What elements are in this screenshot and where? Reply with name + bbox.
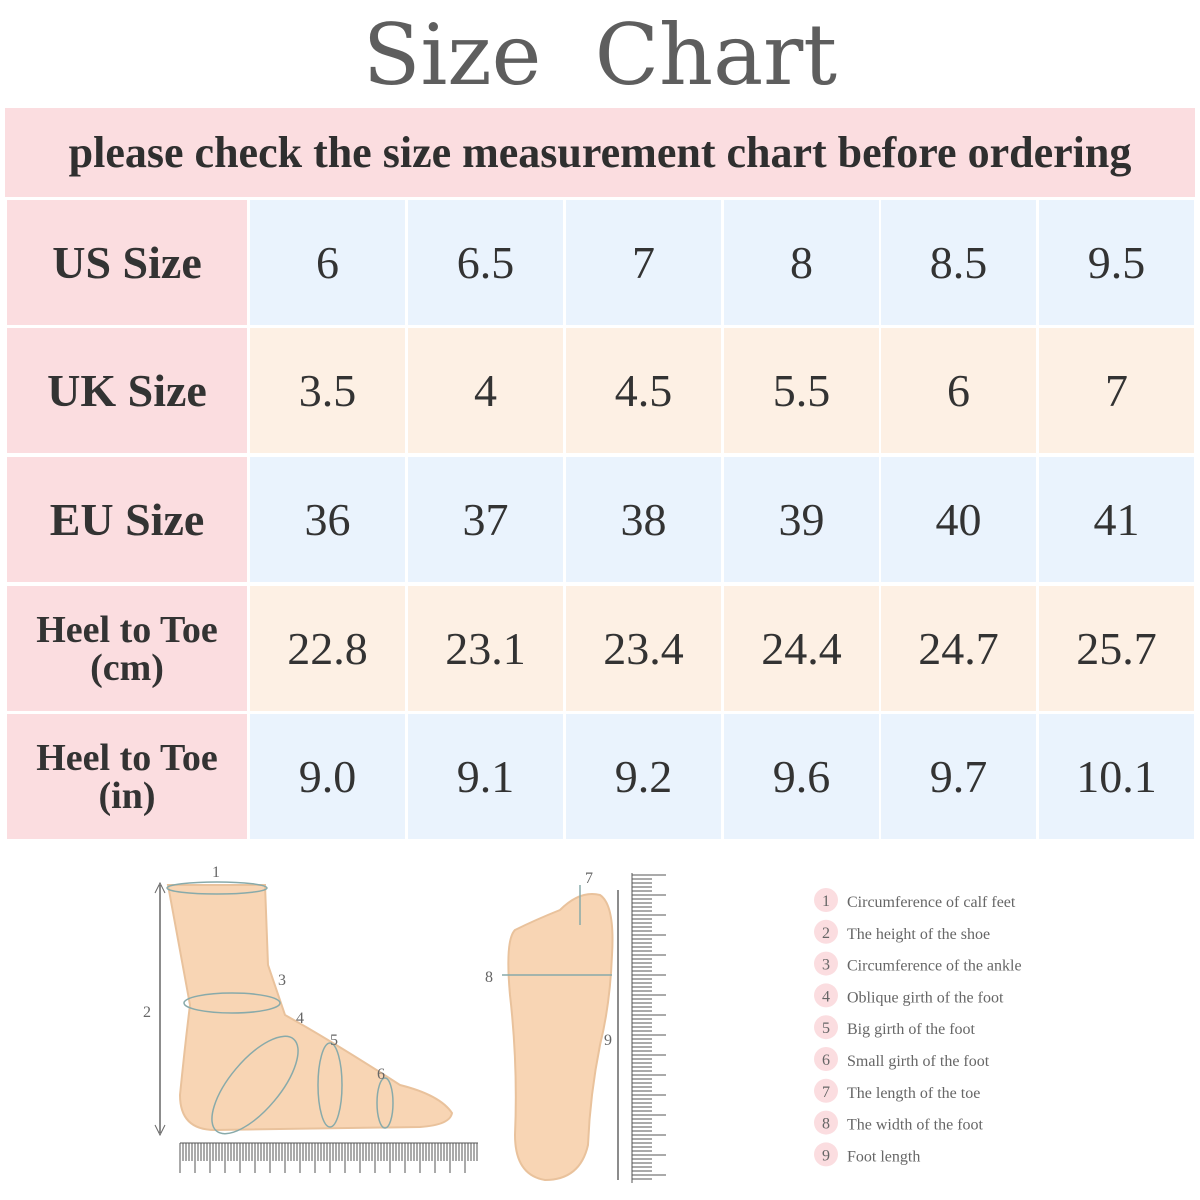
diagram-label: 4	[296, 1010, 304, 1027]
diagram-label: 1	[212, 864, 220, 881]
table-cell: 9.6	[724, 714, 879, 839]
diagram-label: 8	[485, 969, 493, 986]
legend-badge	[814, 983, 838, 1008]
legend-badge	[814, 1015, 838, 1040]
table-cell: 4.5	[566, 328, 721, 453]
table-cell: 9.1	[408, 714, 563, 839]
diagram-label: 5	[330, 1032, 338, 1049]
legend-number: 6	[822, 1052, 830, 1069]
legend-number: 7	[822, 1084, 830, 1101]
legend-badge	[814, 1078, 838, 1103]
legend-badge	[814, 951, 838, 976]
legend-text: Circumference of calf feet	[847, 894, 1016, 911]
table-cell: 10.1	[1039, 714, 1194, 839]
table-cell: 39	[724, 457, 879, 582]
table-cell: 37	[408, 457, 563, 582]
measure-diagram: 1 2 3 4 5 6 7 8 9 1 Circumference of calf feet 2 The…	[143, 864, 1022, 1183]
diagram-label: 2	[143, 1004, 151, 1021]
diagram-label: 3	[278, 972, 286, 989]
table-cell: 9.2	[566, 714, 721, 839]
row-label: US Size	[7, 200, 247, 325]
legend: 1 Circumference of calf feet 2 The height o…	[814, 888, 1022, 1167]
legend-text: The length of the toe	[847, 1085, 980, 1102]
legend-badge	[814, 1110, 838, 1135]
table-cell: 6	[881, 328, 1036, 453]
diagram-label: 7	[585, 870, 593, 887]
legend-text: Circumference of the ankle	[847, 958, 1022, 975]
legend-number: 5	[822, 1020, 830, 1037]
legend-text: Big girth of the foot	[847, 1021, 976, 1038]
legend-number: 8	[822, 1116, 830, 1133]
table-cell: 24.4	[724, 586, 879, 711]
table-cell: 6.5	[408, 200, 563, 325]
table-cell: 22.8	[250, 586, 405, 711]
table-cell: 24.7	[881, 586, 1036, 711]
row-label: EU Size	[7, 457, 247, 582]
legend-badge	[814, 1142, 838, 1167]
table-cell: 8	[724, 200, 879, 325]
table-cell: 7	[1039, 328, 1194, 453]
subtitle: please check the size measurement chart …	[5, 108, 1195, 197]
top-foot	[502, 873, 633, 1183]
diagram-label: 9	[604, 1032, 612, 1049]
legend-badge	[814, 888, 838, 912]
legend-number: 3	[822, 957, 830, 974]
legend-text: Oblique girth of the foot	[847, 989, 1004, 1006]
table-cell: 8.5	[881, 200, 1036, 325]
rulers	[179, 874, 666, 1180]
legend-text: Foot length	[847, 1148, 920, 1165]
side-foot	[154, 881, 478, 1144]
table-cell: 25.7	[1039, 586, 1194, 711]
table-cell: 6	[250, 200, 405, 325]
row-label: Heel to Toe (in)	[7, 714, 247, 839]
table-cell: 38	[566, 457, 721, 582]
table-cell: 5.5	[724, 328, 879, 453]
table-cell: 40	[881, 457, 1036, 582]
legend-number: 9	[822, 1147, 830, 1164]
diagram-label: 6	[377, 1066, 385, 1083]
table-cell: 41	[1039, 457, 1194, 582]
legend-text: The height of the shoe	[847, 926, 990, 943]
title: Size Chart	[362, 6, 838, 104]
legend-number: 2	[822, 925, 830, 942]
table-cell: 9.7	[881, 714, 1036, 839]
table-cell: 7	[566, 200, 721, 325]
legend-number: 4	[822, 988, 830, 1005]
row-label: Heel to Toe (cm)	[7, 586, 247, 711]
table-cell: 3.5	[250, 328, 405, 453]
row-label: UK Size	[7, 328, 247, 453]
table-cell: 23.1	[408, 586, 563, 711]
legend-number: 1	[822, 893, 830, 910]
legend-badge	[814, 919, 838, 944]
legend-text: Small girth of the foot	[847, 1053, 990, 1070]
table-cell: 36	[250, 457, 405, 582]
table-cell: 23.4	[566, 586, 721, 711]
table-cell: 9.0	[250, 714, 405, 839]
table-cell: 4	[408, 328, 563, 453]
table-cell: 9.5	[1039, 200, 1194, 325]
legend-text: The width of the foot	[847, 1117, 984, 1134]
legend-badge	[814, 1047, 838, 1071]
